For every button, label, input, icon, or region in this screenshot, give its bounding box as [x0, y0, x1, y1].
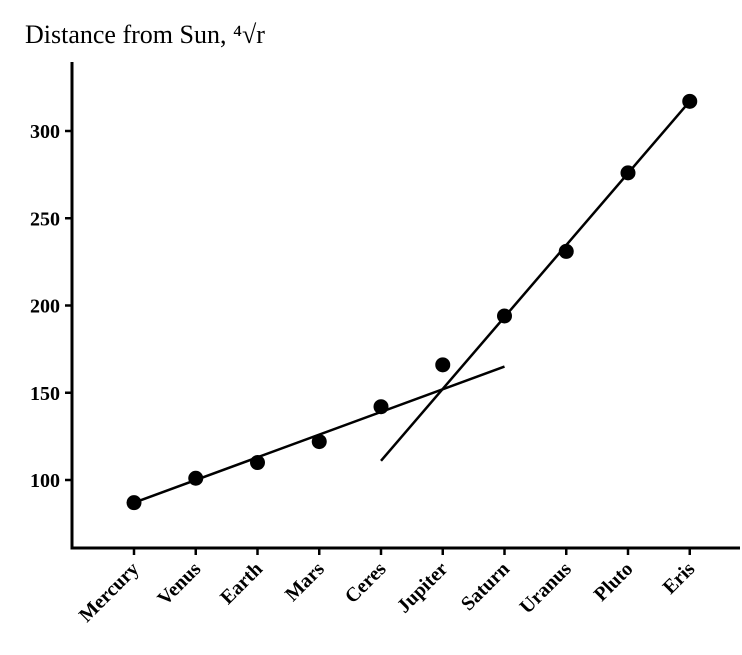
x-tick-label: Mars [281, 558, 329, 606]
x-tick-label: Mercury [75, 558, 144, 627]
y-tick-label: 300 [30, 121, 60, 143]
y-tick-labels: 100 150 200 250 300 [30, 121, 72, 492]
data-point [497, 308, 512, 324]
chart-title: Distance from Sun, ⁴√r [25, 20, 265, 49]
data-point [126, 495, 142, 511]
data-point [620, 165, 636, 181]
x-tick-label: Jupiter [393, 558, 453, 618]
y-tick-label: 100 [30, 470, 60, 492]
x-tick-label: Pluto [590, 558, 638, 606]
x-tick-label: Saturn [457, 558, 514, 615]
y-tick-label: 150 [30, 383, 60, 405]
x-tick-label: Ceres [341, 558, 391, 608]
y-tick-label: 200 [30, 296, 60, 318]
y-tick-label: 250 [30, 208, 60, 230]
x-tick-label: Earth [216, 558, 267, 609]
data-point [682, 93, 698, 109]
data-point [311, 434, 327, 450]
x-tick-labels: Mercury Venus Earth Mars Ceres Jupiter Saturn U… [75, 548, 700, 627]
x-tick-label: Uranus [515, 558, 576, 619]
data-point [250, 455, 265, 471]
data-point [558, 243, 574, 259]
data-points [126, 93, 698, 511]
fit-line [380, 100, 691, 462]
axes [70, 62, 740, 550]
data-point [435, 357, 451, 373]
x-tick-label: Venus [153, 558, 205, 610]
fit-lines [133, 100, 691, 504]
x-tick-label: Eris [659, 558, 700, 599]
data-point [373, 399, 389, 415]
data-point [188, 470, 204, 486]
